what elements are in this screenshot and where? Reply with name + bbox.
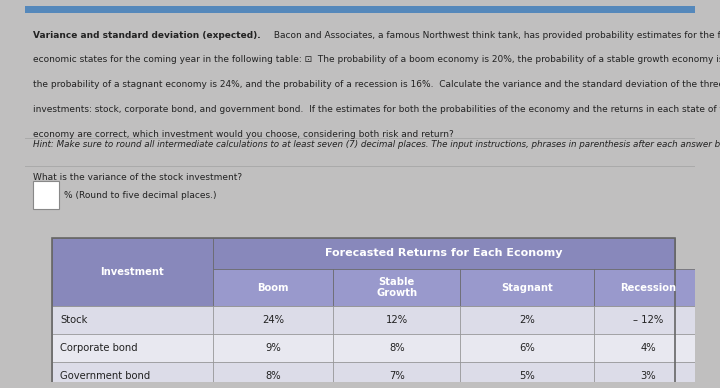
Bar xyxy=(52,362,212,388)
Text: 24%: 24% xyxy=(262,315,284,325)
Bar xyxy=(333,269,461,306)
Bar xyxy=(212,334,333,362)
Text: the probability of a stagnant economy is 24%, and the probability of a recession: the probability of a stagnant economy is… xyxy=(33,80,720,89)
Text: Variance and standard deviation (expected).: Variance and standard deviation (expecte… xyxy=(33,31,261,40)
Text: Stable
Growth: Stable Growth xyxy=(377,277,418,298)
Text: Hint: Make sure to round all intermediate calculations to at least seven (7) dec: Hint: Make sure to round all intermediat… xyxy=(33,140,720,149)
Bar xyxy=(212,269,333,306)
Bar xyxy=(212,306,333,334)
Text: Forecasted Returns for Each Economy: Forecasted Returns for Each Economy xyxy=(325,248,562,258)
Bar xyxy=(461,334,594,362)
Bar xyxy=(461,269,594,306)
Bar xyxy=(33,181,59,209)
Bar xyxy=(595,306,701,334)
Text: Corporate bond: Corporate bond xyxy=(60,343,138,353)
Bar xyxy=(212,238,675,269)
Text: 12%: 12% xyxy=(386,315,408,325)
Text: What is the variance of the stock investment?: What is the variance of the stock invest… xyxy=(33,173,243,182)
Text: 9%: 9% xyxy=(265,343,281,353)
Bar xyxy=(461,306,594,334)
Text: 6%: 6% xyxy=(520,343,535,353)
Text: % (Round to five decimal places.): % (Round to five decimal places.) xyxy=(64,191,217,200)
Bar xyxy=(461,362,594,388)
Bar xyxy=(52,334,212,362)
Bar xyxy=(333,362,461,388)
Text: Bacon and Associates, a famous Northwest think tank, has provided probability es: Bacon and Associates, a famous Northwest… xyxy=(271,31,720,40)
Text: 3%: 3% xyxy=(640,371,656,381)
Bar xyxy=(25,6,695,13)
Text: Government bond: Government bond xyxy=(60,371,150,381)
Text: investments: stock, corporate bond, and government bond.  If the estimates for b: investments: stock, corporate bond, and … xyxy=(33,105,720,114)
Bar xyxy=(333,334,461,362)
Text: 7%: 7% xyxy=(389,371,405,381)
Bar xyxy=(595,362,701,388)
Bar xyxy=(595,269,701,306)
Bar xyxy=(333,306,461,334)
Text: Stagnant: Stagnant xyxy=(502,282,553,293)
Text: economic states for the coming year in the following table: ⊡  The probability o: economic states for the coming year in t… xyxy=(33,55,720,64)
Text: 2%: 2% xyxy=(520,315,535,325)
Bar xyxy=(52,306,212,334)
Text: 8%: 8% xyxy=(265,371,281,381)
Bar xyxy=(52,238,212,306)
Text: 4%: 4% xyxy=(640,343,656,353)
Text: Boom: Boom xyxy=(257,282,289,293)
Text: 8%: 8% xyxy=(389,343,405,353)
Text: economy are correct, which investment would you choose, considering both risk an: economy are correct, which investment wo… xyxy=(33,130,454,139)
Text: – 12%: – 12% xyxy=(633,315,663,325)
Text: Stock: Stock xyxy=(60,315,87,325)
Text: Investment: Investment xyxy=(101,267,164,277)
Bar xyxy=(212,362,333,388)
Text: Recession: Recession xyxy=(620,282,676,293)
Bar xyxy=(595,334,701,362)
Text: 5%: 5% xyxy=(520,371,535,381)
